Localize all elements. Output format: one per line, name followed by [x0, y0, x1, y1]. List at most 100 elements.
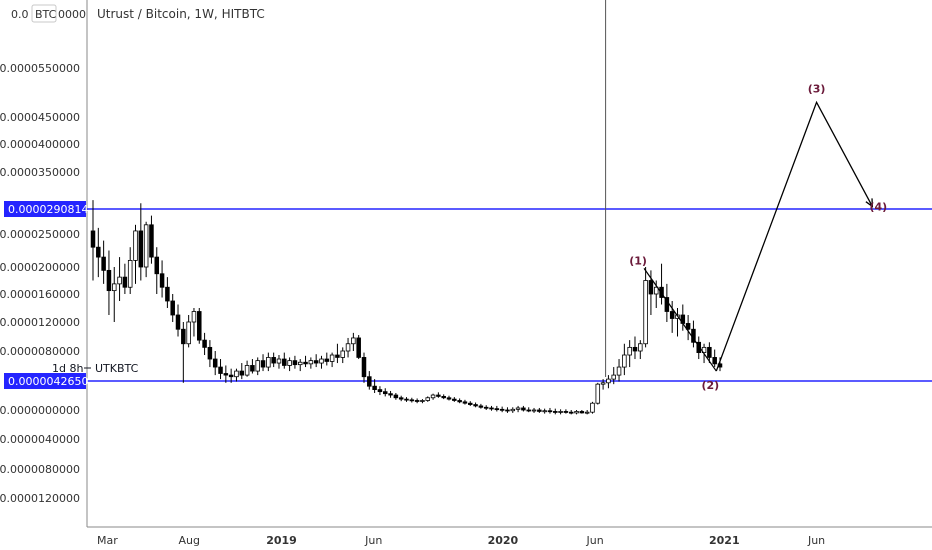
candle	[452, 397, 457, 402]
candle-body	[478, 405, 484, 408]
x-tick-label: Mar	[97, 534, 118, 547]
candle-body	[388, 393, 393, 396]
candle-body	[345, 343, 351, 352]
candle	[553, 408, 558, 415]
candle	[319, 355, 324, 369]
level-price-badge	[4, 201, 86, 217]
candle	[239, 363, 245, 380]
candle-body	[441, 396, 446, 399]
candle	[547, 407, 553, 414]
candle	[404, 397, 409, 402]
candle	[165, 277, 170, 308]
y-tick-label: 0.0000250000	[0, 228, 80, 241]
candle-body	[101, 256, 106, 271]
candle	[234, 368, 239, 382]
candle	[345, 337, 351, 358]
candle-body	[653, 286, 659, 295]
candle	[430, 393, 436, 400]
candle	[197, 308, 202, 344]
candle	[611, 367, 616, 385]
level-price-badge-text: 0.0000042650	[8, 375, 88, 388]
candle	[212, 351, 218, 376]
candle	[606, 375, 611, 389]
candle	[531, 407, 537, 413]
candle	[420, 399, 425, 404]
candle	[335, 343, 340, 364]
candle	[308, 357, 314, 369]
candle-body	[499, 408, 505, 411]
currency-badge[interactable]	[31, 4, 57, 23]
candle	[462, 399, 468, 405]
candle-body	[510, 408, 516, 412]
candle	[367, 371, 372, 390]
candle-body	[223, 373, 229, 376]
candle	[111, 267, 117, 322]
candle-body	[207, 346, 213, 360]
candle	[398, 395, 404, 402]
candle-body	[632, 346, 638, 352]
candle	[638, 340, 643, 360]
candle-body	[319, 358, 324, 364]
wave-label: (1)	[629, 254, 647, 267]
projection-arrowhead	[865, 198, 874, 208]
candle-body	[218, 366, 223, 374]
candle-body	[308, 360, 314, 365]
projection-path[interactable]	[715, 100, 873, 372]
x-tick-label: Jun	[364, 534, 382, 547]
candle	[101, 240, 106, 284]
x-tick-label: 2020	[488, 534, 519, 547]
candle-body	[452, 398, 457, 401]
candle	[170, 294, 175, 322]
candle	[643, 267, 648, 348]
candle	[266, 352, 271, 372]
candle-body	[149, 224, 154, 258]
candle	[143, 221, 149, 278]
candle-body	[159, 273, 165, 288]
candle	[659, 263, 664, 305]
candle	[707, 342, 712, 364]
candle-body	[558, 411, 563, 413]
trendline[interactable]	[643, 268, 717, 372]
candle	[186, 315, 191, 348]
candle	[90, 200, 96, 281]
candle-body	[154, 256, 160, 275]
candle-body	[590, 402, 595, 413]
candle	[356, 335, 361, 360]
candle	[138, 203, 144, 281]
candle	[340, 347, 345, 364]
candle-body	[622, 354, 627, 368]
candle	[223, 365, 229, 383]
candle-body	[175, 314, 181, 330]
candle-body	[537, 409, 542, 412]
candle-body	[473, 404, 478, 407]
candle-body	[282, 358, 287, 366]
candle	[632, 336, 638, 360]
candle-body	[372, 385, 377, 391]
candle	[303, 355, 308, 368]
candle	[712, 349, 717, 368]
candle-body	[361, 357, 367, 378]
wave-label: (3)	[808, 82, 826, 95]
candle-body	[271, 357, 276, 364]
candle-body	[468, 402, 473, 405]
candle-body	[526, 409, 531, 412]
candle	[154, 247, 160, 294]
candle-body	[611, 374, 616, 380]
symbol-label: UTKBTC	[95, 362, 139, 375]
candle	[255, 357, 260, 376]
candle-body	[398, 397, 404, 400]
candle	[558, 409, 563, 415]
candle	[207, 340, 213, 368]
candle-body	[191, 311, 197, 323]
candle-body	[287, 360, 292, 366]
candle-body	[648, 280, 654, 295]
candle-body	[106, 269, 112, 292]
wave-label: (2)	[701, 379, 719, 392]
candle-body	[409, 399, 415, 402]
candle	[478, 403, 484, 409]
candle	[510, 407, 516, 413]
candle-body	[531, 409, 537, 412]
candle	[696, 336, 702, 360]
candle	[351, 332, 356, 351]
